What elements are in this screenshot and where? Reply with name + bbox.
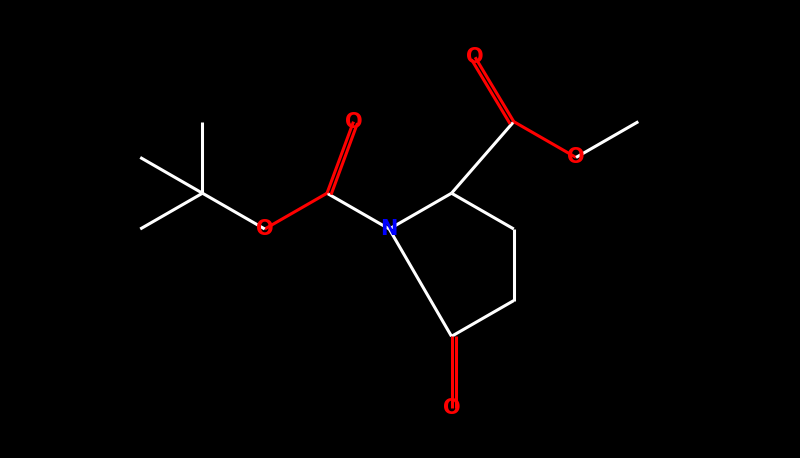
- Text: O: O: [466, 47, 484, 67]
- Text: N: N: [381, 219, 398, 239]
- Text: O: O: [567, 147, 585, 168]
- Text: O: O: [345, 112, 362, 131]
- Text: O: O: [442, 398, 460, 418]
- Text: O: O: [256, 219, 274, 239]
